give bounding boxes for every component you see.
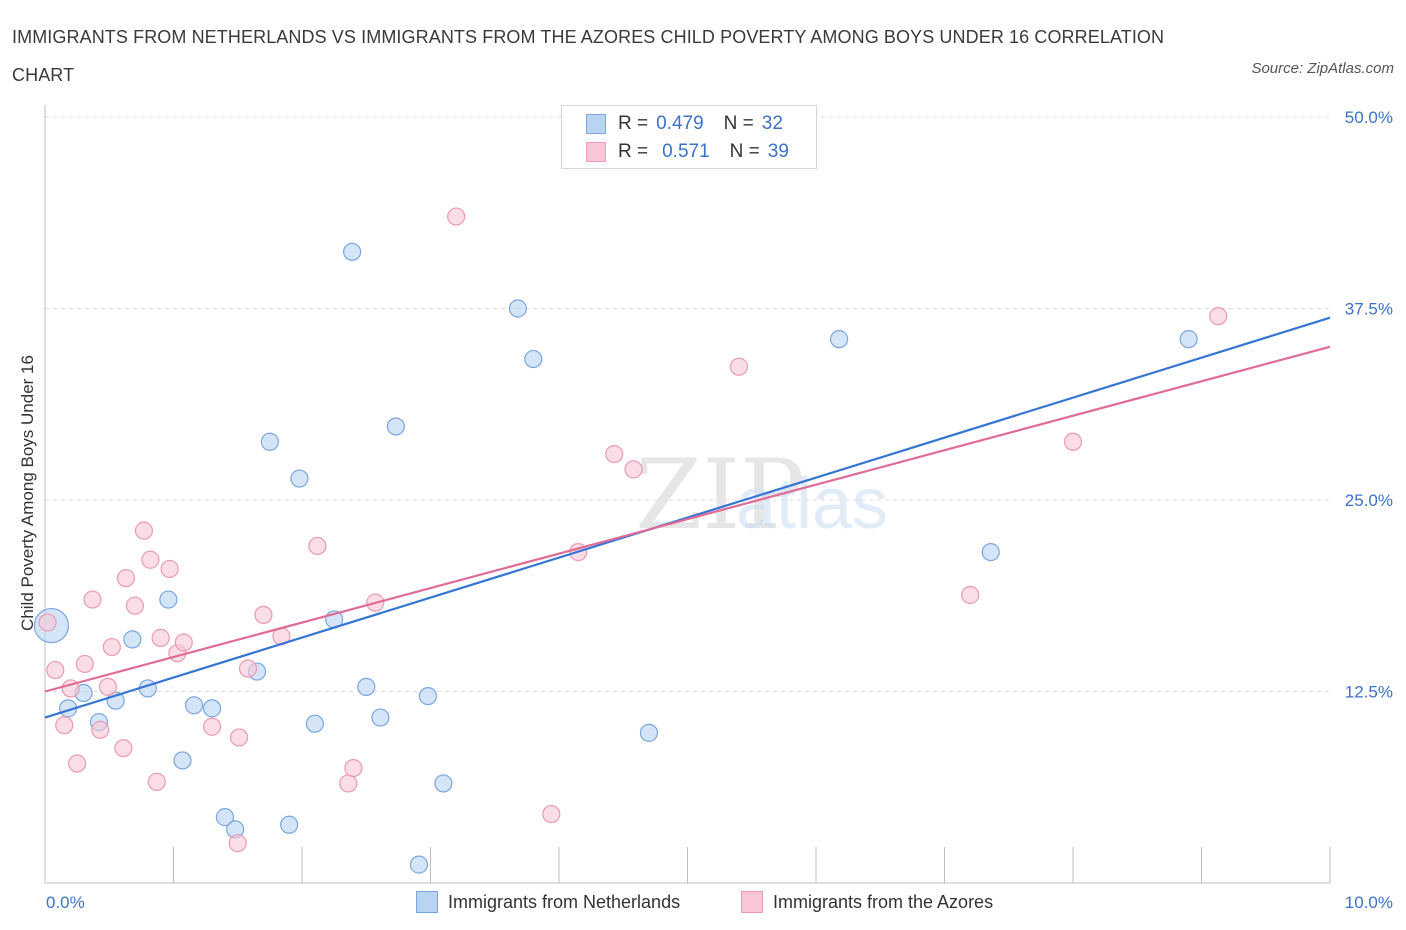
data-point-netherlands (343, 242, 362, 261)
legend-swatch-netherlands (586, 114, 606, 134)
legend-item-netherlands[interactable]: Immigrants from Netherlands (416, 888, 680, 916)
data-point-azores (91, 720, 110, 739)
data-point-azores (1209, 307, 1228, 326)
data-point-netherlands (830, 330, 849, 349)
data-point-azores (1063, 432, 1083, 451)
data-point-azores (339, 774, 358, 793)
tick-labels: 12.5% 25.0% 37.5% 50.0% 0.0% 10.0% (46, 108, 1393, 912)
trend-line-netherlands (44, 316, 1331, 719)
data-point-azores (151, 628, 170, 647)
legend-swatch-azores (586, 142, 606, 162)
stats-legend-row-netherlands: R = 0.479 N = 32 (586, 112, 783, 136)
n-value: 39 (767, 141, 789, 162)
data-point-azores (229, 728, 249, 747)
data-point-azores (624, 460, 643, 479)
r-value: 0.479 (656, 113, 704, 134)
data-point-netherlands (159, 590, 178, 609)
data-point-netherlands (260, 432, 279, 451)
data-point-netherlands (1179, 330, 1198, 349)
y-tick-label: 50.0% (1345, 108, 1393, 127)
data-point-azores (605, 444, 624, 464)
y-tick-label: 25.0% (1345, 491, 1393, 510)
data-point-netherlands (280, 815, 299, 834)
data-point-azores (961, 585, 980, 605)
data-point-netherlands (305, 714, 324, 733)
source-label: Source: ZipAtlas.com (1251, 60, 1394, 77)
data-point-azores (160, 559, 179, 579)
data-point-azores (114, 739, 133, 758)
trend-line-azores (44, 345, 1331, 693)
data-point-netherlands (639, 723, 659, 742)
data-point-azores (308, 536, 327, 556)
data-point-netherlands (508, 299, 527, 318)
axes (44, 105, 1331, 884)
data-point-azores (68, 754, 87, 773)
legend-label-azores: Immigrants from the Azores (773, 891, 994, 912)
data-point-netherlands (215, 808, 234, 827)
data-point-azores (102, 637, 121, 657)
n-value: 32 (761, 113, 783, 134)
x-tick-label: 10.0% (1345, 893, 1393, 912)
data-point-netherlands (409, 855, 429, 874)
data-points (33, 207, 1228, 874)
legend-label-netherlands: Immigrants from Netherlands (448, 891, 681, 912)
data-point-netherlands (184, 696, 204, 715)
n-label: N = (729, 141, 760, 162)
gridlines (45, 116, 1330, 692)
data-point-netherlands (418, 686, 438, 706)
data-point-azores (141, 550, 160, 569)
legend-swatch-azores (741, 891, 763, 913)
data-point-azores (542, 804, 561, 824)
data-point-netherlands (524, 349, 543, 369)
legend-item-azores[interactable]: Immigrants from the Azores (741, 888, 993, 916)
data-point-azores (134, 521, 154, 540)
data-point-azores (55, 716, 74, 735)
data-point-azores (46, 660, 65, 680)
data-point-netherlands (173, 751, 192, 770)
watermark-atlas: atlas (736, 464, 888, 544)
n-label: N = (723, 113, 754, 134)
r-label: R = (618, 113, 649, 134)
data-point-azores (729, 357, 749, 376)
r-value: 0.571 (662, 141, 710, 162)
data-point-azores (344, 758, 363, 778)
y-tick-label: 12.5% (1345, 683, 1393, 702)
data-point-netherlands (981, 542, 1000, 562)
trend-lines (44, 316, 1331, 719)
data-point-netherlands (290, 469, 309, 488)
data-point-azores (75, 654, 94, 674)
x-tick-label: 0.0% (46, 893, 85, 912)
data-point-azores (238, 659, 258, 678)
stats-legend: R = 0.479 N = 32 R = 0.571 N = 39 (561, 105, 817, 169)
data-point-azores (38, 613, 57, 632)
data-point-azores (228, 834, 247, 853)
data-point-azores (147, 772, 166, 791)
data-point-azores (98, 677, 118, 697)
r-label: R = (618, 141, 649, 162)
y-tick-label: 37.5% (1345, 300, 1393, 319)
chart-title: IMMIGRANTS FROM NETHERLANDS VS IMMIGRANT… (12, 27, 1165, 85)
stats-legend-row-azores: R = 0.571 N = 39 (586, 140, 789, 164)
data-point-netherlands (386, 417, 405, 436)
data-point-azores (116, 569, 136, 588)
data-point-azores (447, 207, 466, 226)
data-point-netherlands (434, 774, 453, 793)
data-point-azores (125, 596, 145, 615)
data-point-netherlands (202, 699, 222, 718)
data-point-azores (202, 717, 222, 736)
data-point-azores (174, 633, 193, 652)
data-point-azores (254, 605, 273, 625)
data-point-netherlands (371, 708, 390, 727)
data-point-azores (83, 590, 102, 609)
data-point-netherlands (123, 630, 142, 649)
legend-swatch-netherlands (416, 891, 438, 913)
data-point-netherlands (357, 677, 376, 697)
